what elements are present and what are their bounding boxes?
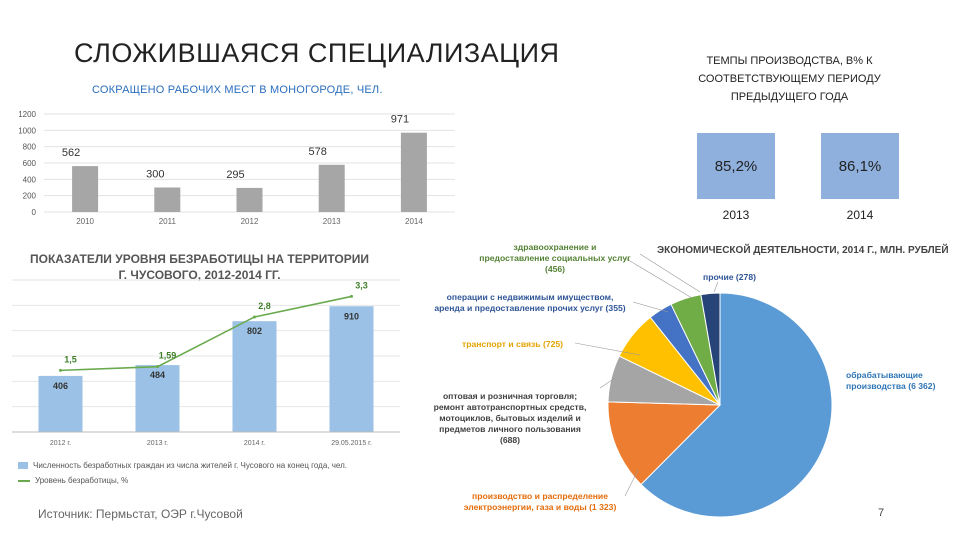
unemployment-bar-label: 484 xyxy=(150,370,165,380)
pie-label-line: (456) xyxy=(544,264,566,274)
production-rate-2013-box: 85,2% xyxy=(697,133,775,199)
unemployment-title-line: Г. ЧУСОВОГО, 2012-2014 ГГ. xyxy=(118,268,281,282)
unemployment-x-tick: 2012 г. xyxy=(50,440,71,447)
pie-label-line: предоставление социальных услуг xyxy=(479,253,631,263)
jobs-data-label: 562 xyxy=(62,147,80,159)
production-rate-year: 2014 xyxy=(846,208,874,222)
pie-label-real-estate: операции с недвижимым имуществом, аренда… xyxy=(420,292,640,314)
pie-label-line: транспорт и связь (725) xyxy=(462,339,564,349)
source-note: Источник: Пермьстат, ОЭР г.Чусовой xyxy=(38,507,243,521)
jobs-y-tick: 800 xyxy=(23,143,37,152)
legend-bar-label: Численность безработных граждан из числа… xyxy=(33,461,347,470)
unemployment-rate-point xyxy=(253,315,256,319)
unemployment-rate-point xyxy=(350,294,353,298)
pie-label-line: ремонт автотранспортных средств, xyxy=(433,402,587,412)
pie-label-line: предметов личного пользования xyxy=(439,424,581,434)
jobs-bar xyxy=(236,187,263,212)
unemployment-bar xyxy=(38,375,83,432)
slide-title: СЛОЖИВШАЯСЯ СПЕЦИАЛИЗАЦИЯ xyxy=(74,38,560,68)
pie-label-trade: оптовая и розничная торговля; ремонт авт… xyxy=(420,391,600,446)
legend-line-series: Уровень безработицы, % xyxy=(18,476,128,485)
unemployment-rate-point xyxy=(59,368,62,372)
pie-label-line: (688) xyxy=(499,435,521,445)
pie-label-line: производства (6 362) xyxy=(846,381,936,391)
jobs-x-tick: 2014 xyxy=(405,217,423,226)
jobs-y-tick: 400 xyxy=(23,175,37,184)
jobs-x-tick: 2011 xyxy=(159,217,177,226)
legend-line-label: Уровень безработицы, % xyxy=(35,476,129,485)
jobs-x-tick: 2012 xyxy=(241,217,259,226)
pie-label-manufacturing: обрабатывающие производства (6 362) xyxy=(846,370,935,392)
pie-label-line: аренда и предоставление прочих услуг (35… xyxy=(434,303,626,313)
unemployment-bar xyxy=(329,306,374,432)
unemployment-rate-line xyxy=(60,295,352,372)
jobs-data-label: 578 xyxy=(309,146,327,158)
jobs-bar xyxy=(154,187,181,212)
production-rate-title-line: ПРЕДЫДУЩЕГО ГОДА xyxy=(730,91,849,103)
pie-label-line: здравоохранение и xyxy=(513,242,597,252)
unemployment-bar-label: 802 xyxy=(247,326,262,336)
unemployment-rate-label: 2,8 xyxy=(258,301,271,311)
jobs-bar-chart: 0 200 400 600 800 1000 1200 2010 2011 2012 2013 201… xyxy=(18,110,455,226)
unemployment-chart-title: ПОКАЗАТЕЛИ УРОВНЯ БЕЗРАБОТИЦЫ НА ТЕРРИТО… xyxy=(22,251,377,283)
unemployment-bar-label: 910 xyxy=(344,311,359,321)
pie-label-transport: транспорт и связь (725) xyxy=(462,339,563,350)
sector-chart-title: ЭКОНОМИЧЕСКОЙ ДЕЯТЕЛЬНОСТИ, 2014 Г., МЛН… xyxy=(657,245,949,256)
unemployment-title-line: ПОКАЗАТЕЛИ УРОВНЯ БЕЗРАБОТИЦЫ НА ТЕРРИТО… xyxy=(30,252,369,266)
legend-bar-series: Численность безработных граждан из числа… xyxy=(18,461,347,470)
unemployment-rate-point xyxy=(156,365,159,369)
page-number: 7 xyxy=(878,507,885,519)
production-rate-year: 2013 xyxy=(722,208,750,222)
jobs-data-label: 300 xyxy=(146,169,164,181)
pie-label-electricity: производство и распределение электроэнер… xyxy=(440,491,640,513)
jobs-y-tick: 0 xyxy=(32,208,37,217)
jobs-bar xyxy=(318,164,345,212)
jobs-data-label: 295 xyxy=(226,169,244,181)
unemployment-bar xyxy=(135,365,180,432)
unemployment-x-tick: 2013 г. xyxy=(147,440,168,447)
production-rate-2014-box: 86,1% xyxy=(821,133,899,199)
pie-label-line: производство и распределение xyxy=(472,491,608,501)
jobs-y-tick: 1000 xyxy=(18,126,36,135)
pie-label-line: обрабатывающие xyxy=(846,370,923,380)
unemployment-bar xyxy=(232,321,277,432)
pie-label-line: операции с недвижимым имуществом, xyxy=(446,292,614,302)
pie-label-healthcare: здравоохранение и предоставление социаль… xyxy=(470,242,640,275)
unemployment-bar-label: 406 xyxy=(53,381,68,391)
sector-pie-chart xyxy=(607,292,833,518)
jobs-data-label: 971 xyxy=(391,114,409,126)
pie-slice xyxy=(700,292,721,406)
jobs-y-tick: 1200 xyxy=(18,110,36,119)
unemployment-rate-label: 3,3 xyxy=(355,280,368,290)
legend-bar-swatch xyxy=(18,462,28,469)
unemployment-rate-label: 1,59 xyxy=(159,351,177,361)
production-rate-value: 85,2% xyxy=(714,157,758,175)
jobs-x-tick: 2013 xyxy=(323,217,341,226)
legend-line-swatch xyxy=(18,479,30,482)
jobs-y-tick: 600 xyxy=(23,159,37,168)
production-rate-title: ТЕМПЫ ПРОИЗВОДСТВА, В% К СООТВЕТСТВУЮЩЕМ… xyxy=(672,52,907,106)
pie-slice xyxy=(640,292,833,518)
unemployment-combo-chart: 406 2012 г. 484 2013 г. 802 2014 г. 910 29.05.2… xyxy=(12,279,400,447)
jobs-bar xyxy=(72,166,99,212)
pie-label-line: мотоциклов, бытовых изделий и xyxy=(439,413,581,423)
unemployment-x-tick: 2014 г. xyxy=(244,440,265,447)
production-rate-title-line: ТЕМПЫ ПРОИЗВОДСТВА, В% К xyxy=(706,55,873,67)
jobs-y-tick: 200 xyxy=(23,192,37,201)
jobs-chart-title: СОКРАЩЕНО РАБОЧИХ МЕСТ В МОНОГОРОДЕ, ЧЕЛ… xyxy=(92,84,383,96)
unemployment-rate-label: 1,5 xyxy=(64,354,77,364)
production-rate-title-line: СООТВЕТСТВУЮЩЕМУ ПЕРИОДУ xyxy=(698,73,881,85)
pie-label-line: оптовая и розничная торговля; xyxy=(442,391,578,401)
pie-label-other: прочие (278) xyxy=(703,272,756,283)
jobs-x-tick: 2010 xyxy=(76,217,94,226)
production-rate-value: 86,1% xyxy=(838,157,882,175)
pie-label-line: прочие (278) xyxy=(703,272,756,282)
unemployment-x-tick: 29.05.2015 г. xyxy=(331,440,372,447)
pie-label-line: электроэнергии, газа и воды (1 323) xyxy=(463,502,617,512)
jobs-bar xyxy=(400,132,427,212)
